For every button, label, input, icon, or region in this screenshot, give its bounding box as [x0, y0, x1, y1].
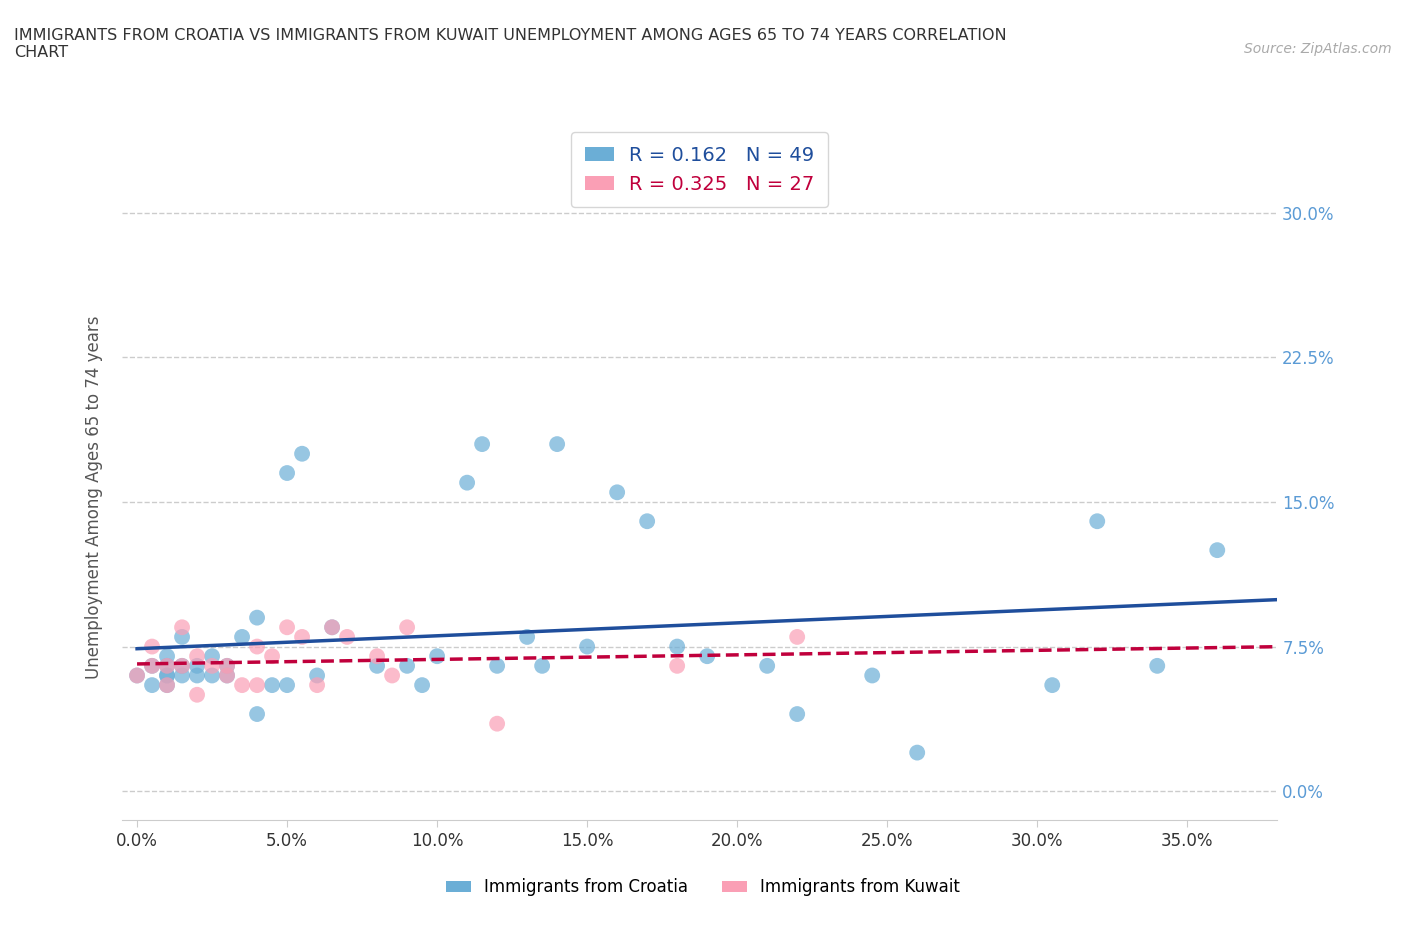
Point	[141, 639, 163, 654]
Point	[860, 668, 883, 683]
Point	[471, 437, 494, 452]
Point	[321, 619, 343, 634]
Point	[217, 658, 239, 673]
Point	[666, 658, 689, 673]
Point	[231, 630, 253, 644]
Point	[576, 639, 599, 654]
Point	[531, 658, 554, 673]
Point	[156, 658, 179, 673]
Point	[411, 678, 433, 693]
Point	[786, 707, 808, 722]
Point	[307, 678, 329, 693]
Point	[156, 678, 179, 693]
Point	[456, 475, 478, 490]
Legend: R = 0.162   N = 49, R = 0.325   N = 27: R = 0.162 N = 49, R = 0.325 N = 27	[571, 132, 828, 207]
Point	[546, 437, 568, 452]
Point	[201, 658, 224, 673]
Point	[666, 639, 689, 654]
Point	[381, 668, 404, 683]
Point	[217, 658, 239, 673]
Point	[1146, 658, 1168, 673]
Point	[141, 658, 163, 673]
Point	[186, 649, 208, 664]
Point	[426, 649, 449, 664]
Point	[156, 658, 179, 673]
Point	[201, 668, 224, 683]
Point	[276, 466, 298, 481]
Point	[606, 485, 628, 499]
Point	[321, 619, 343, 634]
Point	[246, 707, 269, 722]
Point	[156, 668, 179, 683]
Point	[246, 639, 269, 654]
Point	[486, 658, 509, 673]
Point	[231, 678, 253, 693]
Point	[291, 630, 314, 644]
Y-axis label: Unemployment Among Ages 65 to 74 years: Unemployment Among Ages 65 to 74 years	[86, 315, 103, 679]
Point	[905, 745, 928, 760]
Point	[276, 619, 298, 634]
Point	[141, 678, 163, 693]
Point	[246, 610, 269, 625]
Point	[786, 630, 808, 644]
Point	[141, 658, 163, 673]
Point	[307, 668, 329, 683]
Point	[246, 678, 269, 693]
Point	[1206, 543, 1229, 558]
Point	[1085, 513, 1108, 528]
Point	[201, 649, 224, 664]
Point	[366, 658, 388, 673]
Text: Source: ZipAtlas.com: Source: ZipAtlas.com	[1244, 42, 1392, 56]
Point	[156, 649, 179, 664]
Point	[366, 649, 388, 664]
Point	[217, 668, 239, 683]
Point	[186, 687, 208, 702]
Point	[336, 630, 359, 644]
Point	[170, 658, 193, 673]
Point	[756, 658, 779, 673]
Point	[170, 619, 193, 634]
Point	[291, 446, 314, 461]
Point	[262, 649, 284, 664]
Point	[156, 678, 179, 693]
Legend: Immigrants from Croatia, Immigrants from Kuwait: Immigrants from Croatia, Immigrants from…	[440, 871, 966, 903]
Point	[396, 658, 419, 673]
Point	[217, 668, 239, 683]
Point	[516, 630, 538, 644]
Point	[186, 658, 208, 673]
Text: IMMIGRANTS FROM CROATIA VS IMMIGRANTS FROM KUWAIT UNEMPLOYMENT AMONG AGES 65 TO : IMMIGRANTS FROM CROATIA VS IMMIGRANTS FR…	[14, 28, 1007, 60]
Point	[156, 668, 179, 683]
Point	[170, 668, 193, 683]
Point	[696, 649, 718, 664]
Point	[636, 513, 658, 528]
Point	[170, 630, 193, 644]
Point	[170, 658, 193, 673]
Point	[262, 678, 284, 693]
Point	[125, 668, 148, 683]
Point	[276, 678, 298, 693]
Point	[486, 716, 509, 731]
Point	[125, 668, 148, 683]
Point	[186, 668, 208, 683]
Point	[396, 619, 419, 634]
Point	[1040, 678, 1063, 693]
